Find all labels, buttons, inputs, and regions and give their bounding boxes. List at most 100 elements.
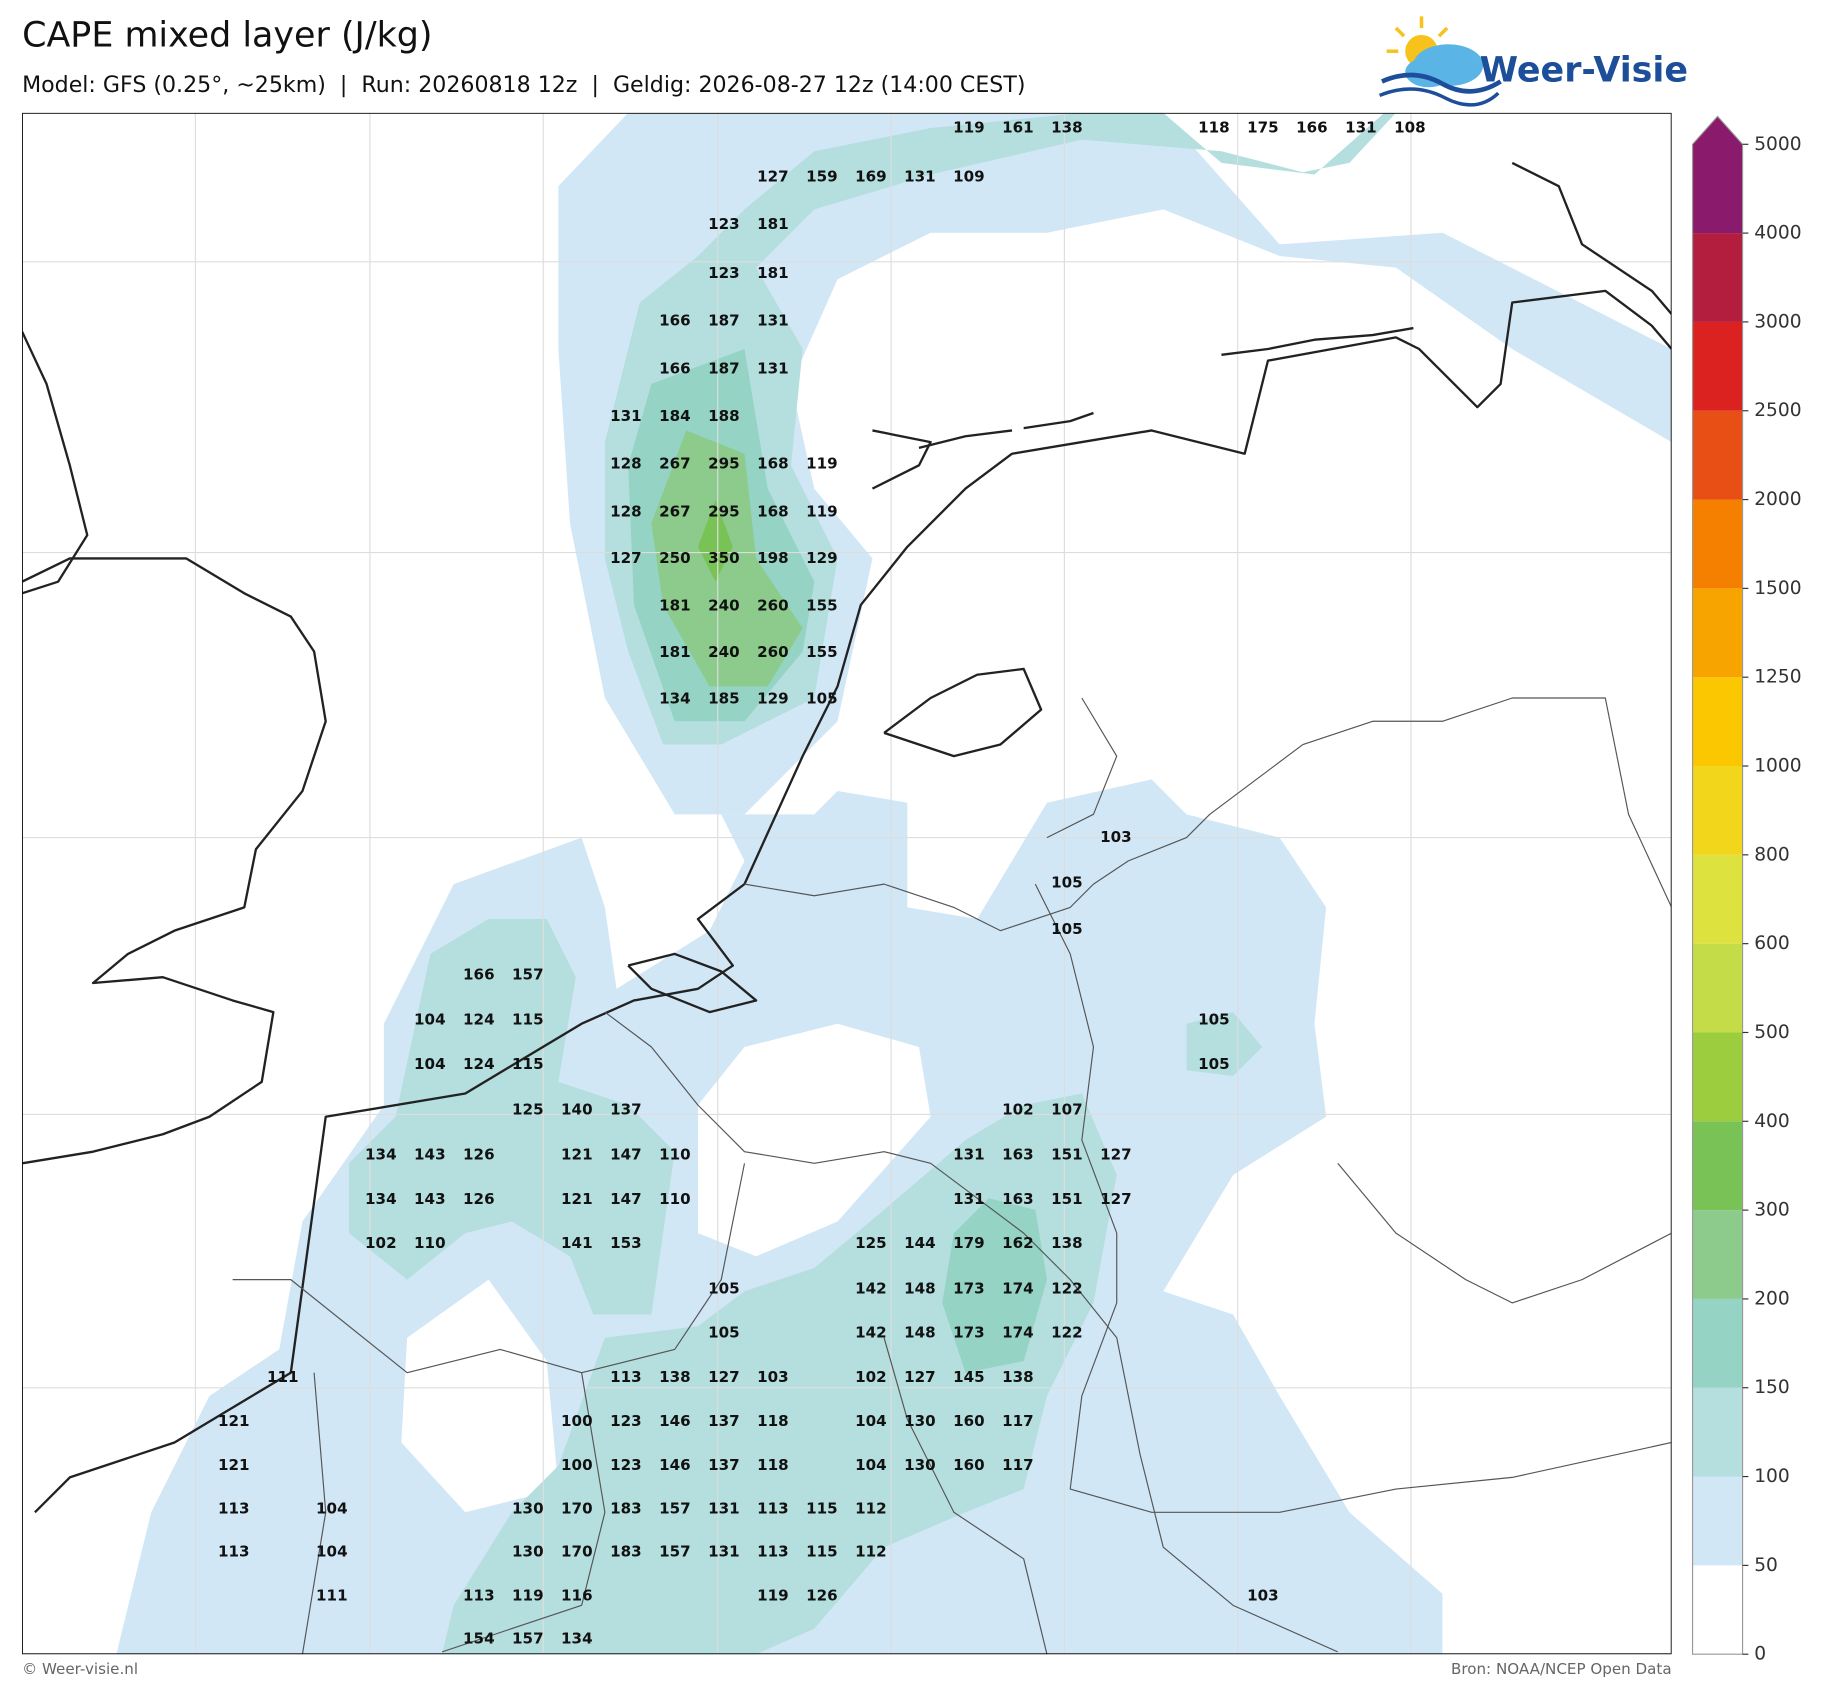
cape-value: 134 — [561, 1630, 593, 1648]
cape-value: 147 — [610, 1190, 642, 1208]
footer-right: Bron: NOAA/NCEP Open Data — [1451, 1660, 1672, 1678]
cape-value: 121 — [561, 1190, 593, 1208]
cape-value: 131 — [953, 1190, 985, 1208]
colorbar-band — [1692, 233, 1743, 322]
cape-area — [558, 112, 1672, 815]
colorbar-band — [1692, 854, 1743, 944]
cape-value: 166 — [659, 359, 691, 377]
colorbar-tick-label: 1500 — [1754, 578, 1801, 599]
cape-value: 153 — [610, 1234, 642, 1252]
cape-value: 127 — [757, 167, 789, 185]
colorbar-tick-label: 50 — [1754, 1555, 1778, 1576]
colorbar-tick-label: 1000 — [1754, 756, 1801, 777]
colorbar-tick-label: 150 — [1754, 1377, 1790, 1398]
cape-value: 110 — [414, 1234, 446, 1252]
colorbar-band — [1692, 1476, 1743, 1566]
cape-value: 174 — [1002, 1324, 1034, 1342]
borders — [232, 697, 1672, 1655]
cape-value: 187 — [708, 359, 740, 377]
cape-value: 105 — [1051, 920, 1083, 938]
cape-value: 107 — [1051, 1100, 1083, 1118]
graticule — [22, 112, 1672, 1655]
cape-value: 113 — [218, 1499, 250, 1517]
cape-value: 128 — [610, 455, 642, 473]
cape-value: 134 — [659, 690, 691, 708]
colorbar-tick-label: 100 — [1754, 1466, 1790, 1487]
cape-value: 115 — [512, 1011, 544, 1029]
cape-value: 131 — [610, 407, 642, 425]
cape-value: 163 — [1002, 1146, 1034, 1164]
cape-value: 166 — [463, 965, 495, 983]
colorbar-band — [1692, 1387, 1743, 1477]
cape-value: 146 — [659, 1412, 691, 1430]
cape-value: 109 — [953, 167, 985, 185]
cape-value: 108 — [1394, 119, 1426, 137]
cape-shading — [116, 112, 1672, 1655]
cape-value: 160 — [953, 1456, 985, 1474]
cape-value: 181 — [659, 643, 691, 661]
cape-value: 170 — [561, 1499, 593, 1517]
logo: Weer-Visie — [1378, 16, 1688, 107]
cape-value: 146 — [659, 1456, 691, 1474]
cape-area — [1186, 1012, 1263, 1077]
cape-value: 104 — [855, 1456, 887, 1474]
colorbar-tick-label: 2500 — [1754, 400, 1801, 421]
colorbar-tick-label: 200 — [1754, 1288, 1790, 1309]
cape-value: 168 — [757, 502, 789, 520]
cape-value: 126 — [463, 1190, 495, 1208]
cape-value: 116 — [561, 1587, 593, 1605]
colorbar-tick-label: 400 — [1754, 1111, 1790, 1132]
cape-value: 160 — [953, 1412, 985, 1430]
cape-value: 184 — [659, 407, 691, 425]
cape-value: 147 — [610, 1146, 642, 1164]
colorbar-band — [1692, 321, 1743, 411]
cape-value: 183 — [610, 1542, 642, 1560]
colorbar-tick-label: 2000 — [1754, 489, 1801, 510]
colorbar-band — [1692, 1298, 1743, 1388]
cape-value: 104 — [414, 1011, 446, 1029]
colorbar-tick-label: 300 — [1754, 1200, 1790, 1221]
cape-value: 105 — [1198, 1055, 1230, 1073]
cape-value: 181 — [757, 264, 789, 282]
cape-value: 131 — [708, 1499, 740, 1517]
cape-value: 102 — [855, 1368, 887, 1386]
cape-value: 131 — [1345, 119, 1377, 137]
cape-value: 157 — [659, 1499, 691, 1517]
cape-value: 137 — [610, 1100, 642, 1118]
cape-value: 105 — [1198, 1011, 1230, 1029]
cape-area — [697, 500, 733, 582]
cape-value: 162 — [1002, 1234, 1034, 1252]
cape-value: 145 — [953, 1368, 985, 1386]
logo-icon — [1378, 16, 1502, 107]
cape-area — [697, 1023, 931, 1257]
cape-value: 168 — [757, 455, 789, 473]
cape-value: 102 — [365, 1234, 397, 1252]
footer-left: © Weer-visie.nl — [22, 1660, 138, 1678]
cape-value: 105 — [708, 1279, 740, 1297]
cape-value: 134 — [365, 1146, 397, 1164]
cape-value: 183 — [610, 1499, 642, 1517]
cape-value: 127 — [1100, 1190, 1132, 1208]
cape-value: 173 — [953, 1324, 985, 1342]
colorbar-tick-label: 800 — [1754, 844, 1790, 865]
cape-value: 119 — [757, 1587, 789, 1605]
cape-value: 163 — [1002, 1190, 1034, 1208]
cape-value: 154 — [463, 1630, 495, 1648]
cape-value: 130 — [904, 1456, 936, 1474]
cape-value: 100 — [561, 1456, 593, 1474]
cape-value: 129 — [806, 549, 838, 567]
colorbar-tick-label: 5000 — [1754, 134, 1801, 155]
cape-value: 122 — [1051, 1279, 1083, 1297]
cape-value: 137 — [708, 1456, 740, 1474]
colorbar-band — [1692, 116, 1743, 234]
cape-value: 121 — [218, 1456, 250, 1474]
cape-value: 155 — [806, 597, 838, 615]
title: CAPE mixed layer (J/kg) — [22, 16, 432, 56]
cape-value: 240 — [708, 597, 740, 615]
cape-value: 170 — [561, 1542, 593, 1560]
cape-value: 131 — [757, 312, 789, 330]
cape-value: 125 — [855, 1234, 887, 1252]
colorbar-band — [1692, 1565, 1743, 1655]
